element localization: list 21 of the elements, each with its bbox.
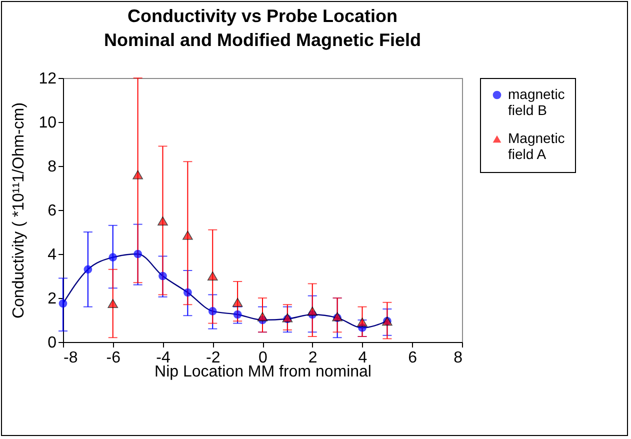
x-tick-label: -6 [106,350,121,366]
y-tick-label: 2 [48,290,57,308]
chart-title: Conductivity vs Probe Location [127,6,398,26]
legend-label: magnetic field B [508,86,565,118]
y-axis-title: Conductivity ( *10¹¹1/Ohm-cm) [10,102,28,319]
x-tick-label: 8 [454,350,463,366]
legend-label: Magnetic field A [508,130,565,162]
y-tick-label: 8 [48,158,57,176]
x-axis-title: Nip Location MM from nominal [154,364,372,380]
y-tick-label: 4 [48,246,57,264]
y-tick-label: 0 [48,334,57,352]
x-tick-label: 6 [408,350,418,366]
chart-subtitle: Nominal and Modified Magnetic Field [104,30,422,50]
y-tick-label: 6 [48,202,57,220]
y-tick-label: 10 [38,114,57,132]
x-tick-label: 4 [358,350,368,366]
x-tick-label: 2 [308,350,318,366]
y-tick-label: 12 [38,70,57,88]
x-tick-label: -2 [206,350,220,366]
x-tick-label: 0 [258,350,268,366]
x-tick-label: -8 [64,350,78,366]
